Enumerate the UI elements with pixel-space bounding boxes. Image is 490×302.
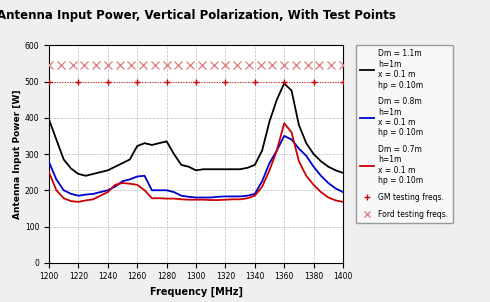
X-axis label: Frequency [MHz]: Frequency [MHz] — [149, 287, 243, 297]
Text: Antenna Input Power, Vertical Polarization, With Test Points: Antenna Input Power, Vertical Polarizati… — [0, 9, 395, 22]
Legend: Dm = 1.1m
h=1m
x = 0.1 m
hp = 0.10m, Dm = 0.8m
h=1m
x = 0.1 m
hp = 0.10m, Dm = 0: Dm = 1.1m h=1m x = 0.1 m hp = 0.10m, Dm … — [356, 45, 452, 223]
Y-axis label: Antenna Input Power [W]: Antenna Input Power [W] — [13, 89, 22, 219]
